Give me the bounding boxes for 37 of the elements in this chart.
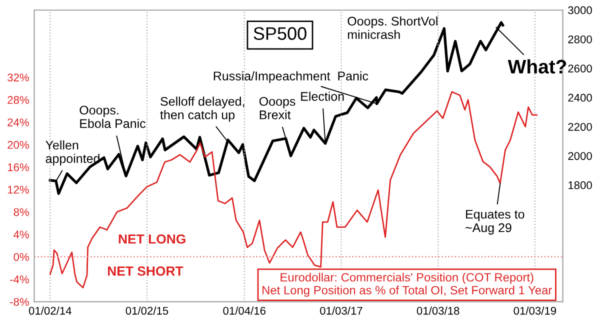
annotation: Ooops. ShortVol minicrash: [348, 16, 438, 40]
annotation: Election: [301, 92, 344, 101]
y-tick-label: 24%: [8, 118, 29, 126]
y-tick-label: 4%: [14, 230, 29, 238]
y2-tick-label: 1800: [568, 181, 592, 190]
annotation: Yellen appointed: [46, 140, 100, 166]
annotation: Ooops. Ebola Panic: [80, 106, 146, 128]
x-tick-label: 01/02/15: [126, 306, 168, 315]
y2-tick-label: 2200: [568, 122, 592, 131]
y-tick-label: -8%: [10, 298, 29, 306]
x-tick-label: 01/03/18: [416, 306, 460, 315]
annotation: Russia/Impeachment Panic: [214, 71, 368, 83]
text: SP500: [254, 27, 306, 40]
y2-tick-label: 2000: [568, 152, 592, 160]
y-tick-label: 16%: [8, 163, 29, 172]
x-tick-label: 01/04/16: [223, 306, 266, 315]
x-tick-label: 01/03/19: [514, 306, 556, 315]
y-tick-label: 8%: [14, 208, 29, 216]
annotation: Ooops Brexit: [259, 96, 296, 120]
y2-tick-label: 2600: [568, 64, 592, 72]
series-label: Eurodollar: Commercials' Position (COT Report) Net Long Position as % of Total OI, Set Forward 1 Year: [262, 272, 552, 297]
annotation: NET LONG: [118, 234, 186, 244]
annotation: What?: [508, 59, 566, 74]
y-tick-label: 20%: [8, 140, 29, 149]
y2-tick-label: 3000: [568, 6, 592, 14]
annotation: Selloff delayed, then catch up: [160, 96, 244, 122]
y2-tick-label: 2800: [568, 35, 592, 44]
x-tick-label: 01/03/17: [320, 306, 362, 315]
annotation: NET SHORT: [108, 266, 184, 276]
y-tick-label: 0%: [14, 253, 29, 261]
y-tick-label: 32%: [8, 74, 29, 82]
y-tick-label: 12%: [8, 186, 29, 194]
y-tick-label: 28%: [8, 96, 29, 104]
y-tick-label: -4%: [10, 276, 29, 284]
y2-tick-label: 2400: [568, 94, 592, 102]
annotation: Equates to ~Aug 29: [466, 210, 524, 235]
x-tick-label: 01/02/14: [28, 306, 72, 315]
